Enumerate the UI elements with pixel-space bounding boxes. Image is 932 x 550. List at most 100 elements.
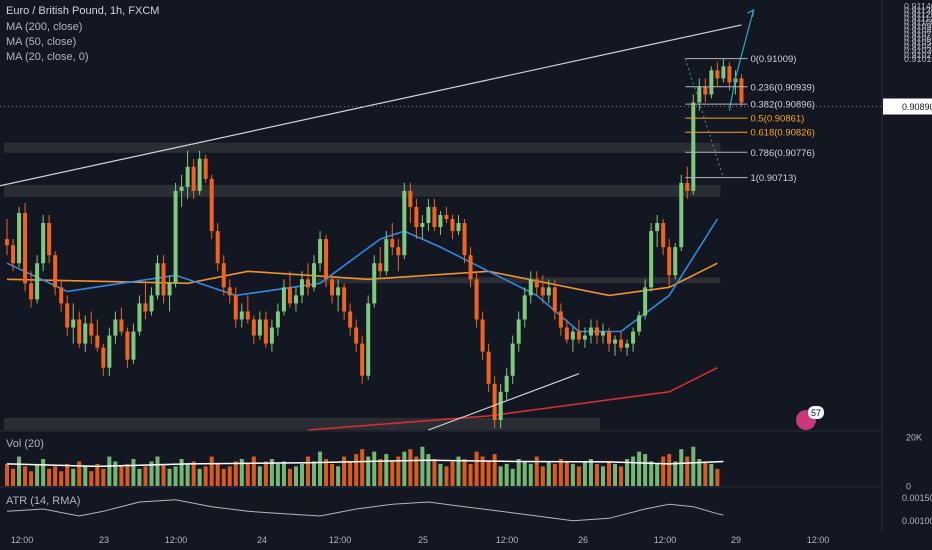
volume-bar [293, 466, 298, 486]
candle-body [721, 66, 726, 79]
atr-line [6, 499, 724, 522]
candle-body [667, 247, 672, 276]
fib-level-label: 0.236(0.90939) [750, 82, 814, 93]
candle-body [113, 319, 118, 336]
volume-bar [41, 459, 46, 486]
candle-body [5, 239, 10, 246]
volume-tick-label: 20K [906, 432, 922, 442]
candle-body [233, 295, 238, 320]
volume-bar [564, 461, 569, 486]
atr-pane [6, 499, 724, 522]
volume-bar [498, 466, 503, 486]
volume-bar [366, 456, 371, 486]
volume-bar [552, 463, 557, 486]
volume-bar [474, 451, 479, 486]
volume-bar [263, 461, 268, 486]
candle-body [17, 212, 22, 264]
volume-bar [17, 456, 22, 486]
volume-bar [637, 451, 642, 486]
indicator-ma20[interactable]: MA (20, close, 0) [6, 51, 89, 63]
volume-bar [227, 466, 232, 486]
volume-bar [414, 456, 419, 486]
candle-body [101, 347, 106, 368]
candle-body [558, 311, 563, 328]
fibonacci-retracement[interactable]: 0(0.91009) 0.236(0.90939) 0.382(0.90896) 0.… [684, 54, 815, 184]
fib-diagonal [684, 58, 724, 178]
volume-bar [11, 468, 16, 486]
volume-bar [444, 466, 449, 486]
volume-bar [65, 463, 70, 486]
symbol-title[interactable]: Euro / British Pound, 1h, FXCM [6, 5, 160, 17]
candle-body [685, 182, 690, 191]
candle-body [119, 319, 124, 332]
candle-body [257, 319, 262, 336]
candle-body [312, 263, 317, 288]
fib-level-label: 0.786(0.90776) [750, 148, 814, 159]
volume-bar [438, 463, 443, 486]
volume-bar [324, 459, 329, 486]
candle-body [390, 239, 395, 248]
volume-bar [5, 463, 10, 486]
volume-bar [47, 468, 52, 486]
volume-label[interactable]: Vol (20) [6, 438, 44, 450]
count-badge [808, 406, 824, 419]
candle-body [354, 327, 359, 344]
volume-bar [679, 449, 684, 486]
atr-label[interactable]: ATR (14, RMA) [6, 495, 81, 507]
volume-bar [540, 466, 545, 486]
time-tick-label: 26 [578, 535, 588, 545]
time-tick-label: 24 [257, 535, 267, 545]
volume-bar [306, 456, 311, 486]
candle-body [655, 223, 660, 232]
indicator-ma200[interactable]: MA (200, close) [6, 21, 83, 33]
volume-bar [619, 466, 624, 486]
candle-body [65, 303, 70, 328]
volume-bar [312, 461, 317, 486]
last-price-label: 0.90890 [902, 102, 932, 112]
volume-bar [402, 451, 407, 486]
volume-bar [119, 466, 124, 486]
candle-body [185, 166, 190, 187]
volume-bar [281, 461, 286, 486]
candle-body [492, 383, 497, 420]
candle-body [71, 319, 76, 328]
alert-badge[interactable]: 57 [796, 406, 824, 430]
candle-body [269, 327, 274, 344]
candle-body [306, 279, 311, 288]
candle-body [396, 247, 401, 256]
indicator-ma50[interactable]: MA (50, close) [6, 36, 77, 48]
time-tick-label: 29 [731, 535, 741, 545]
candle-body [594, 327, 599, 336]
volume-bar [703, 461, 708, 486]
candle-body [631, 331, 636, 344]
volume-bar [510, 468, 515, 486]
candle-body [673, 247, 678, 276]
candle-body [607, 331, 612, 344]
zone-rect [4, 417, 600, 430]
volume-bar [83, 466, 88, 486]
candle-body [239, 311, 244, 320]
candle-body [414, 206, 419, 228]
volume-bar [372, 451, 377, 486]
candle-body [35, 263, 40, 300]
trendlines[interactable] [0, 8, 755, 431]
volume-bar [576, 466, 581, 486]
volume-bar [53, 466, 58, 486]
candle-body [510, 343, 515, 376]
volume-bar [245, 463, 250, 486]
candle-body [709, 70, 714, 95]
volume-bar [143, 466, 148, 486]
volume-bar [113, 461, 118, 486]
volume-bar [29, 471, 34, 486]
candle-body [263, 319, 268, 344]
volume-bar [558, 459, 563, 486]
volume-bar [667, 454, 672, 486]
volume-bar [239, 459, 244, 486]
volume-bar [35, 463, 40, 486]
candle-body [372, 263, 377, 304]
